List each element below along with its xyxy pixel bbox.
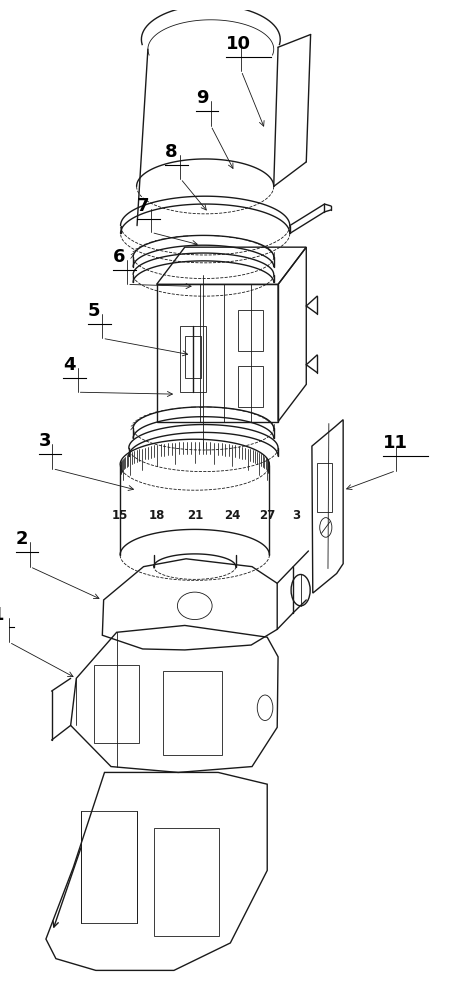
Bar — [80, 811, 137, 923]
Text: 21: 21 — [186, 509, 202, 522]
Bar — [238, 366, 263, 407]
Text: 7: 7 — [137, 197, 149, 215]
Text: 3: 3 — [292, 509, 300, 522]
Text: 1: 1 — [0, 606, 4, 624]
Text: 3: 3 — [38, 432, 51, 450]
Bar — [93, 665, 139, 743]
Text: 18: 18 — [148, 509, 165, 522]
Text: 24: 24 — [224, 509, 240, 522]
Bar — [163, 672, 221, 755]
Text: 5: 5 — [88, 302, 100, 320]
Bar — [184, 336, 201, 377]
Text: 2: 2 — [15, 530, 28, 548]
Text: 9: 9 — [195, 89, 207, 107]
Text: 6: 6 — [113, 248, 125, 266]
Bar — [180, 326, 205, 392]
Text: 4: 4 — [63, 356, 76, 374]
Text: 11: 11 — [382, 434, 407, 452]
Text: 8: 8 — [165, 143, 178, 161]
Text: 10: 10 — [226, 35, 250, 53]
Bar — [238, 310, 263, 351]
Bar — [154, 828, 219, 936]
Text: 15: 15 — [111, 509, 128, 522]
Bar — [317, 463, 331, 512]
Text: 27: 27 — [258, 509, 275, 522]
